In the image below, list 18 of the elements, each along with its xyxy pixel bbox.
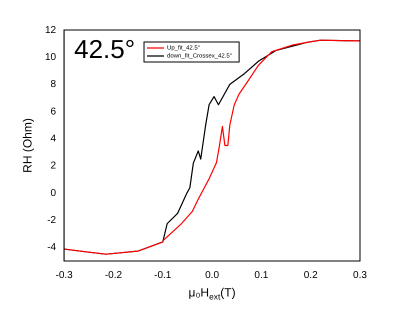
x-tick-label: 0.2	[304, 270, 318, 281]
y-tick-label: 4	[50, 133, 57, 144]
y-tick-label: 2	[50, 160, 57, 172]
x-tick-label: -0.2	[104, 270, 122, 281]
x-tick-label: 0.3	[353, 270, 368, 281]
y-tick-label: 12	[45, 24, 57, 36]
y-tick-label: -4	[47, 242, 57, 254]
annotation: 42.5°	[74, 34, 136, 64]
y-tick-label: 0	[50, 188, 57, 199]
y-tick-label: 8	[50, 79, 57, 90]
y-tick-label: 10	[45, 52, 57, 63]
x-tick-label: -0.1	[154, 270, 172, 281]
x-tick-label: 0.0	[205, 270, 220, 281]
x-tick-label: 0.1	[254, 270, 269, 281]
y-tick-label: -2	[47, 214, 57, 226]
y-axis-title: RH (Ohm)	[20, 118, 34, 173]
x-tick-label: -0.3	[56, 270, 74, 281]
y-tick-label: 6	[50, 106, 57, 118]
